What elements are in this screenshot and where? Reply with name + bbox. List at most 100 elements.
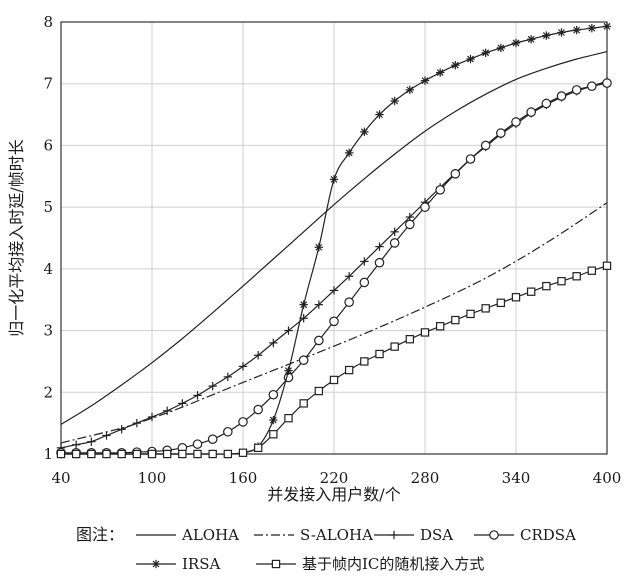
series-ic-point [87, 449, 96, 459]
series-crdsa-point [344, 297, 354, 307]
series-crdsa-point [329, 316, 339, 327]
legend: 图注： ALOHA S-ALOHA DSA CRDSA IRSA 基于帧内IC的随机接入方… [76, 525, 576, 573]
x-tick-label: 220 [320, 469, 349, 487]
series-aloha [60, 51, 608, 425]
series-crdsa-point [435, 185, 445, 195]
y-tick-labels: 1 2 3 4 5 6 7 8 [43, 13, 53, 463]
series-dsa-point [269, 338, 278, 348]
legend-s-aloha: S-ALOHA [254, 526, 373, 544]
legend-dsa-label: DSA [420, 526, 453, 544]
legend-crdsa-label: CRDSA [520, 526, 576, 544]
series-crdsa-point [268, 389, 279, 400]
x-tick-label: 400 [593, 469, 622, 487]
series-ic-point [132, 449, 142, 459]
series-irsa-point [526, 35, 536, 44]
series-crdsa-point [223, 426, 233, 437]
series-crdsa-point [374, 257, 385, 268]
series-ic-point [208, 449, 217, 459]
series-dsa-point [71, 440, 81, 449]
series-irsa-point [420, 76, 430, 85]
y-tick-label: 1 [43, 445, 53, 463]
series-crdsa-point [405, 219, 415, 230]
series-ic-point [193, 449, 202, 459]
series-irsa-point [269, 415, 278, 425]
series-ic-point [102, 449, 111, 459]
legend-irsa-label: IRSA [182, 555, 220, 573]
x-tick-label: 280 [411, 469, 440, 487]
series-ic-point [572, 272, 581, 281]
series-irsa-point [511, 38, 521, 48]
series-ic-point [162, 449, 172, 459]
series-ic-point [451, 315, 460, 325]
series-ic-point [344, 365, 354, 375]
series-irsa-point [466, 54, 475, 64]
y-tick-label: 7 [43, 75, 53, 93]
series-ic-point [299, 399, 308, 408]
series-dsa-point [208, 381, 217, 391]
legend-ic-label: 基于帧内IC的随机接入方式 [302, 555, 484, 573]
series-dsa-point [360, 257, 369, 266]
series-irsa-point [542, 31, 551, 40]
series-irsa-point [284, 366, 293, 375]
series-layer [56, 22, 612, 459]
series-irsa-point [375, 110, 384, 119]
series-ic-point [223, 449, 233, 459]
series-dsa-point [344, 272, 354, 281]
x-tick-label: 100 [138, 469, 167, 487]
series-irsa-point [390, 96, 399, 106]
series-ic-point [526, 287, 536, 296]
series-dsa-point [87, 437, 96, 446]
series-crdsa-point [450, 169, 461, 179]
series-irsa-point [314, 243, 324, 252]
series-dsa-point [390, 227, 399, 237]
series-crdsa-point [541, 98, 552, 109]
series-ic-point [284, 414, 293, 423]
series-dsa-point [284, 326, 293, 335]
series-irsa-point [344, 148, 354, 158]
series-ic-point [557, 277, 566, 286]
series-ic-point [587, 266, 597, 275]
y-tick-label: 8 [43, 13, 53, 31]
series-crdsa-point [587, 81, 597, 91]
series-crdsa-point [420, 202, 430, 212]
series-ic-point [602, 261, 612, 270]
series-crdsa-point [298, 355, 309, 365]
series-crdsa-point [465, 154, 476, 164]
series-ic-point [269, 430, 278, 439]
y-tick-label: 5 [43, 198, 53, 216]
series-irsa-point [572, 25, 581, 35]
series-crdsa-point [238, 417, 248, 427]
series-ic-point [238, 448, 248, 457]
series-crdsa-point [389, 238, 400, 248]
series-dsa-point [238, 362, 248, 371]
series-dsa-point [329, 286, 339, 295]
series-crdsa-point [359, 277, 370, 288]
x-axis-label: 并发接入用户数/个 [267, 485, 400, 504]
series-crdsa-point [192, 439, 203, 449]
series-crdsa-point [207, 434, 218, 444]
series-irsa-point [496, 43, 506, 53]
legend-irsa: IRSA [136, 555, 220, 573]
legend-ic-point [271, 559, 281, 569]
series-crdsa-point [526, 107, 536, 117]
series-ic-point [542, 281, 551, 291]
series-ic-point [435, 322, 445, 331]
legend-crdsa: CRDSA [474, 526, 576, 544]
series-ic-point [178, 449, 187, 459]
series-crdsa-point [571, 85, 582, 95]
series-dsa-point [132, 418, 142, 428]
series-ic-point [329, 375, 339, 385]
y-tick-label: 4 [43, 260, 53, 278]
series-irsa-point [360, 127, 369, 137]
x-tick-label: 160 [229, 469, 258, 487]
series-irsa-point [602, 22, 612, 31]
plot-frame [60, 21, 608, 455]
series-dsa-point [147, 412, 157, 422]
y-tick-label: 2 [43, 383, 53, 401]
series-crdsa-point [314, 335, 324, 346]
x-tick-label: 40 [51, 469, 70, 487]
series-dsa-point [178, 399, 187, 408]
legend-prefix: 图注： [76, 525, 124, 544]
series-ic-point [314, 386, 324, 396]
